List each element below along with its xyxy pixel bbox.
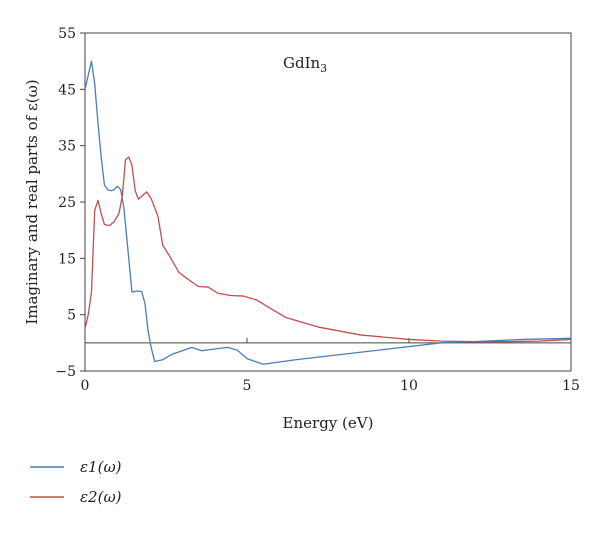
x-tick-label: 15 bbox=[562, 378, 580, 394]
legend-label-eps2: ε2(ω) bbox=[80, 488, 122, 506]
y-tick-label: 5 bbox=[67, 308, 76, 324]
plot-frame bbox=[84, 32, 572, 372]
y-tick-label: −5 bbox=[55, 364, 76, 380]
series-line-1 bbox=[84, 60, 572, 365]
y-tick-label: 15 bbox=[58, 251, 76, 267]
x-tick-label: 10 bbox=[400, 378, 418, 394]
series-lines bbox=[84, 60, 572, 365]
series-line-2 bbox=[84, 156, 572, 343]
chart-annotation-subscript: 3 bbox=[320, 62, 327, 75]
x-axis-label: Energy (eV) bbox=[283, 414, 374, 432]
y-axis-label: Imaginary and real parts of ε(ω) bbox=[23, 79, 41, 324]
y-tick-label: 35 bbox=[58, 139, 76, 155]
x-tick-label: 0 bbox=[81, 378, 90, 394]
chart-annotation: GdIn3 bbox=[283, 54, 327, 75]
y-tick-label: 25 bbox=[58, 195, 76, 211]
y-tick-label: 45 bbox=[58, 82, 76, 98]
x-tick-label: 5 bbox=[243, 378, 252, 394]
legend: ε1(ω) ε2(ω) bbox=[30, 458, 122, 506]
legend-label-eps1: ε1(ω) bbox=[80, 458, 122, 476]
y-tick-label: 55 bbox=[58, 26, 76, 42]
y-axis-ticks: −5 5 15 25 35 45 55 bbox=[55, 26, 85, 380]
x-axis-ticks: 0 5 10 15 bbox=[81, 337, 580, 394]
